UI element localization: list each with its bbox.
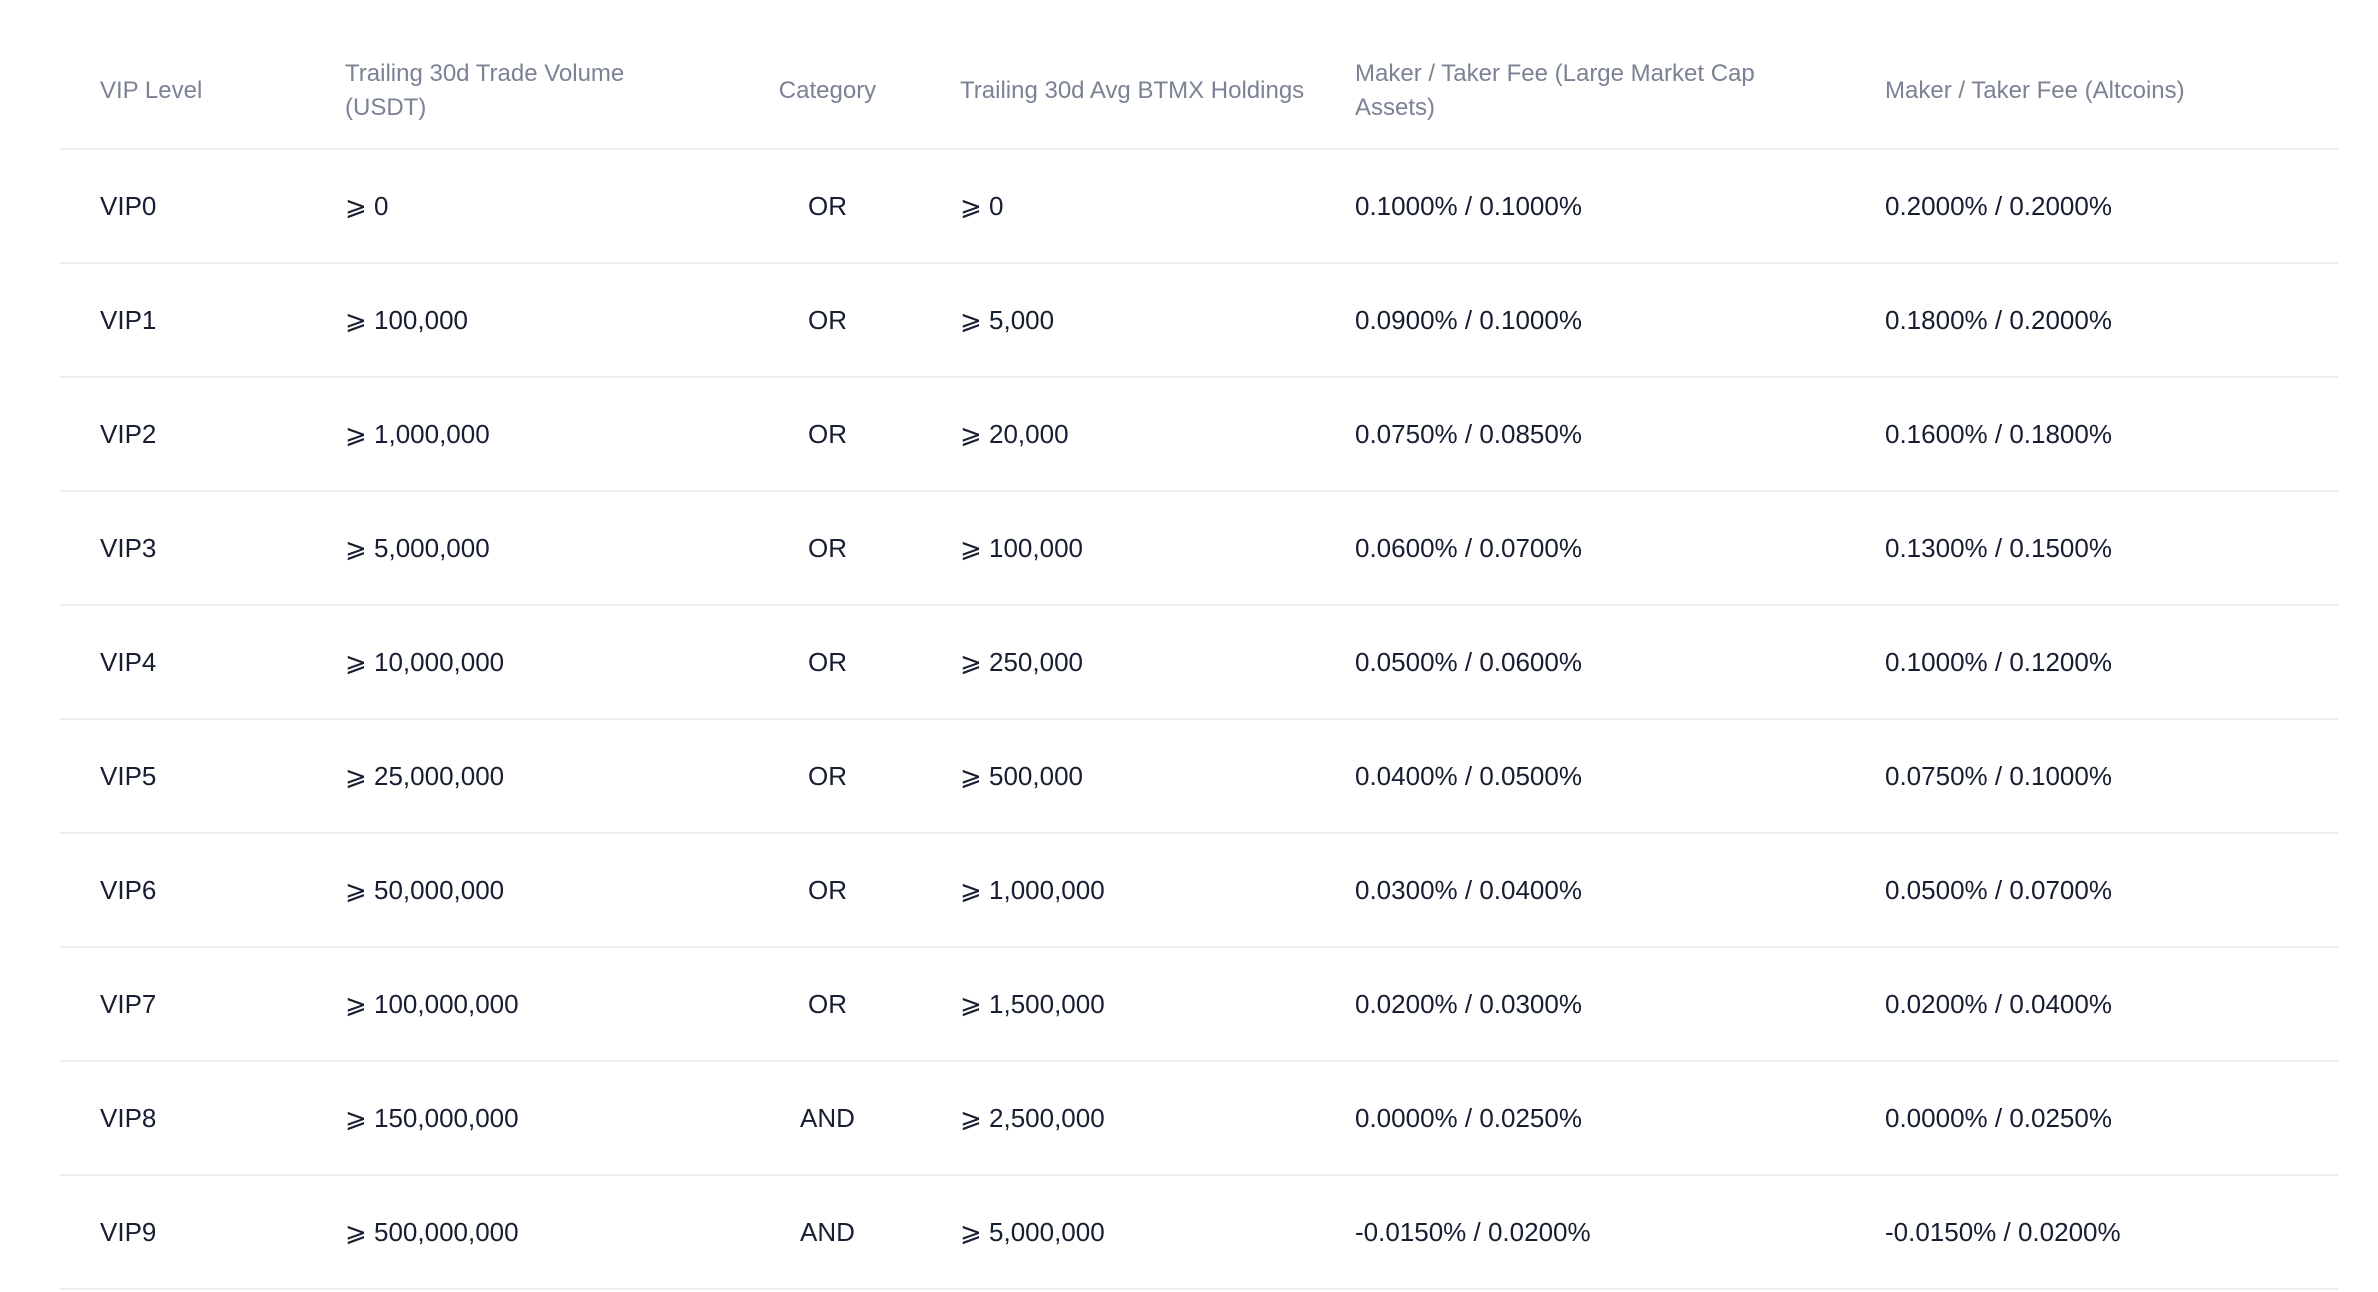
fee-large-cap-cell: 0.0400% / 0.0500% xyxy=(1355,760,1582,791)
header-trade-volume: Trailing 30d Trade Volume (USDT) xyxy=(345,57,770,125)
category-cell: OR xyxy=(808,760,847,791)
fee-large-cap-cell: 0.0300% / 0.0400% xyxy=(1355,874,1582,905)
vip-level-cell: VIP7 xyxy=(100,988,157,1019)
header-label: VIP Level xyxy=(100,77,203,104)
btmx-holdings-cell: ⩾ 500,000 xyxy=(960,760,1083,791)
category-cell: AND xyxy=(800,1102,855,1133)
vip-level-cell: VIP4 xyxy=(100,646,157,677)
table-header-row: VIP Level Trailing 30d Trade Volume (USD… xyxy=(60,0,2338,150)
header-category: Category xyxy=(770,74,885,108)
fee-altcoins-cell: 0.1300% / 0.1500% xyxy=(1885,532,2112,563)
btmx-holdings-cell: ⩾ 2,500,000 xyxy=(960,1102,1105,1133)
fee-large-cap-cell: 0.0500% / 0.0600% xyxy=(1355,646,1582,677)
category-cell: OR xyxy=(808,190,847,221)
fee-large-cap-cell: 0.0200% / 0.0300% xyxy=(1355,988,1582,1019)
btmx-holdings-cell: ⩾ 1,500,000 xyxy=(960,988,1105,1019)
category-cell: OR xyxy=(808,532,847,563)
table-row: VIP1 ⩾ 100,000 OR ⩾ 5,000 0.0900% / 0.1000% 0… xyxy=(60,264,2338,378)
vip-level-cell: VIP3 xyxy=(100,532,157,563)
fee-altcoins-cell: 0.0750% / 0.1000% xyxy=(1885,760,2112,791)
fee-altcoins-cell: 0.1600% / 0.1800% xyxy=(1885,418,2112,449)
category-cell: OR xyxy=(808,646,847,677)
btmx-holdings-cell: ⩾ 20,000 xyxy=(960,418,1069,449)
table-row: VIP6 ⩾ 50,000,000 OR ⩾ 1,000,000 0.0300% / 0… xyxy=(60,834,2338,948)
category-cell: OR xyxy=(808,418,847,449)
trade-volume-cell: ⩾ 25,000,000 xyxy=(345,760,505,791)
trade-volume-cell: ⩾ 0 xyxy=(345,190,389,221)
btmx-holdings-cell: ⩾ 0 xyxy=(960,190,1004,221)
category-cell: OR xyxy=(808,304,847,335)
fee-large-cap-cell: 0.0000% / 0.0250% xyxy=(1355,1102,1582,1133)
fee-large-cap-cell: 0.0900% / 0.1000% xyxy=(1355,304,1582,335)
vip-level-cell: VIP6 xyxy=(100,874,157,905)
fee-altcoins-cell: 0.2000% / 0.2000% xyxy=(1885,190,2112,221)
header-label: Trailing 30d Avg BTMX Holdings xyxy=(960,77,1305,104)
header-label: Maker / Taker Fee (Altcoins) xyxy=(1885,77,2185,104)
btmx-holdings-cell: ⩾ 1,000,000 xyxy=(960,874,1105,905)
btmx-holdings-cell: ⩾ 100,000 xyxy=(960,532,1083,563)
header-label: Trailing 30d Trade Volume (USDT) xyxy=(345,60,625,121)
table-row: VIP2 ⩾ 1,000,000 OR ⩾ 20,000 0.0750% / 0.085… xyxy=(60,378,2338,492)
btmx-holdings-cell: ⩾ 250,000 xyxy=(960,646,1083,677)
category-cell: OR xyxy=(808,988,847,1019)
vip-level-cell: VIP9 xyxy=(100,1216,157,1247)
fee-large-cap-cell: -0.0150% / 0.0200% xyxy=(1355,1216,1591,1247)
fee-altcoins-cell: 0.1800% / 0.2000% xyxy=(1885,304,2112,335)
table-row: VIP8 ⩾ 150,000,000 AND ⩾ 2,500,000 0.0000% /… xyxy=(60,1062,2338,1176)
category-cell: AND xyxy=(800,1216,855,1247)
table-row: VIP9 ⩾ 500,000,000 AND ⩾ 5,000,000 -0.0150% … xyxy=(60,1176,2338,1290)
header-fee-altcoins: Maker / Taker Fee (Altcoins) xyxy=(1885,74,2338,108)
table-row: VIP4 ⩾ 10,000,000 OR ⩾ 250,000 0.0500% / 0.0… xyxy=(60,606,2338,720)
table-row: VIP3 ⩾ 5,000,000 OR ⩾ 100,000 0.0600% / 0.07… xyxy=(60,492,2338,606)
vip-level-cell: VIP0 xyxy=(100,190,157,221)
fee-altcoins-cell: 0.0000% / 0.0250% xyxy=(1885,1102,2112,1133)
trade-volume-cell: ⩾ 500,000,000 xyxy=(345,1216,519,1247)
header-label: Maker / Taker Fee (Large Market Cap Asse… xyxy=(1355,60,1755,121)
table-row: VIP5 ⩾ 25,000,000 OR ⩾ 500,000 0.0400% / 0.0… xyxy=(60,720,2338,834)
header-fee-large-cap: Maker / Taker Fee (Large Market Cap Asse… xyxy=(1355,57,1885,125)
fee-altcoins-cell: -0.0150% / 0.0200% xyxy=(1885,1216,2121,1247)
trade-volume-cell: ⩾ 100,000,000 xyxy=(345,988,519,1019)
fee-altcoins-cell: 0.0500% / 0.0700% xyxy=(1885,874,2112,905)
category-cell: OR xyxy=(808,874,847,905)
fee-altcoins-cell: 0.1000% / 0.1200% xyxy=(1885,646,2112,677)
header-btmx-holdings: Trailing 30d Avg BTMX Holdings xyxy=(885,74,1355,108)
vip-level-cell: VIP1 xyxy=(100,304,157,335)
header-vip-level: VIP Level xyxy=(60,74,345,108)
table-body: VIP0 ⩾ 0 OR ⩾ 0 0.1000% / 0.1000% 0.2000% / 0… xyxy=(60,150,2338,1290)
fee-altcoins-cell: 0.0200% / 0.0400% xyxy=(1885,988,2112,1019)
vip-level-cell: VIP5 xyxy=(100,760,157,791)
vip-fee-table: VIP Level Trailing 30d Trade Volume (USD… xyxy=(60,0,2338,1290)
fee-large-cap-cell: 0.0750% / 0.0850% xyxy=(1355,418,1582,449)
trade-volume-cell: ⩾ 5,000,000 xyxy=(345,532,490,563)
vip-level-cell: VIP2 xyxy=(100,418,157,449)
table-row: VIP7 ⩾ 100,000,000 OR ⩾ 1,500,000 0.0200% / … xyxy=(60,948,2338,1062)
btmx-holdings-cell: ⩾ 5,000 xyxy=(960,304,1055,335)
trade-volume-cell: ⩾ 100,000 xyxy=(345,304,468,335)
trade-volume-cell: ⩾ 50,000,000 xyxy=(345,874,505,905)
trade-volume-cell: ⩾ 150,000,000 xyxy=(345,1102,519,1133)
trade-volume-cell: ⩾ 10,000,000 xyxy=(345,646,505,677)
fee-large-cap-cell: 0.1000% / 0.1000% xyxy=(1355,190,1582,221)
fee-large-cap-cell: 0.0600% / 0.0700% xyxy=(1355,532,1582,563)
table-row: VIP0 ⩾ 0 OR ⩾ 0 0.1000% / 0.1000% 0.2000% / 0… xyxy=(60,150,2338,264)
trade-volume-cell: ⩾ 1,000,000 xyxy=(345,418,490,449)
btmx-holdings-cell: ⩾ 5,000,000 xyxy=(960,1216,1105,1247)
header-label: Category xyxy=(778,77,877,104)
vip-level-cell: VIP8 xyxy=(100,1102,157,1133)
